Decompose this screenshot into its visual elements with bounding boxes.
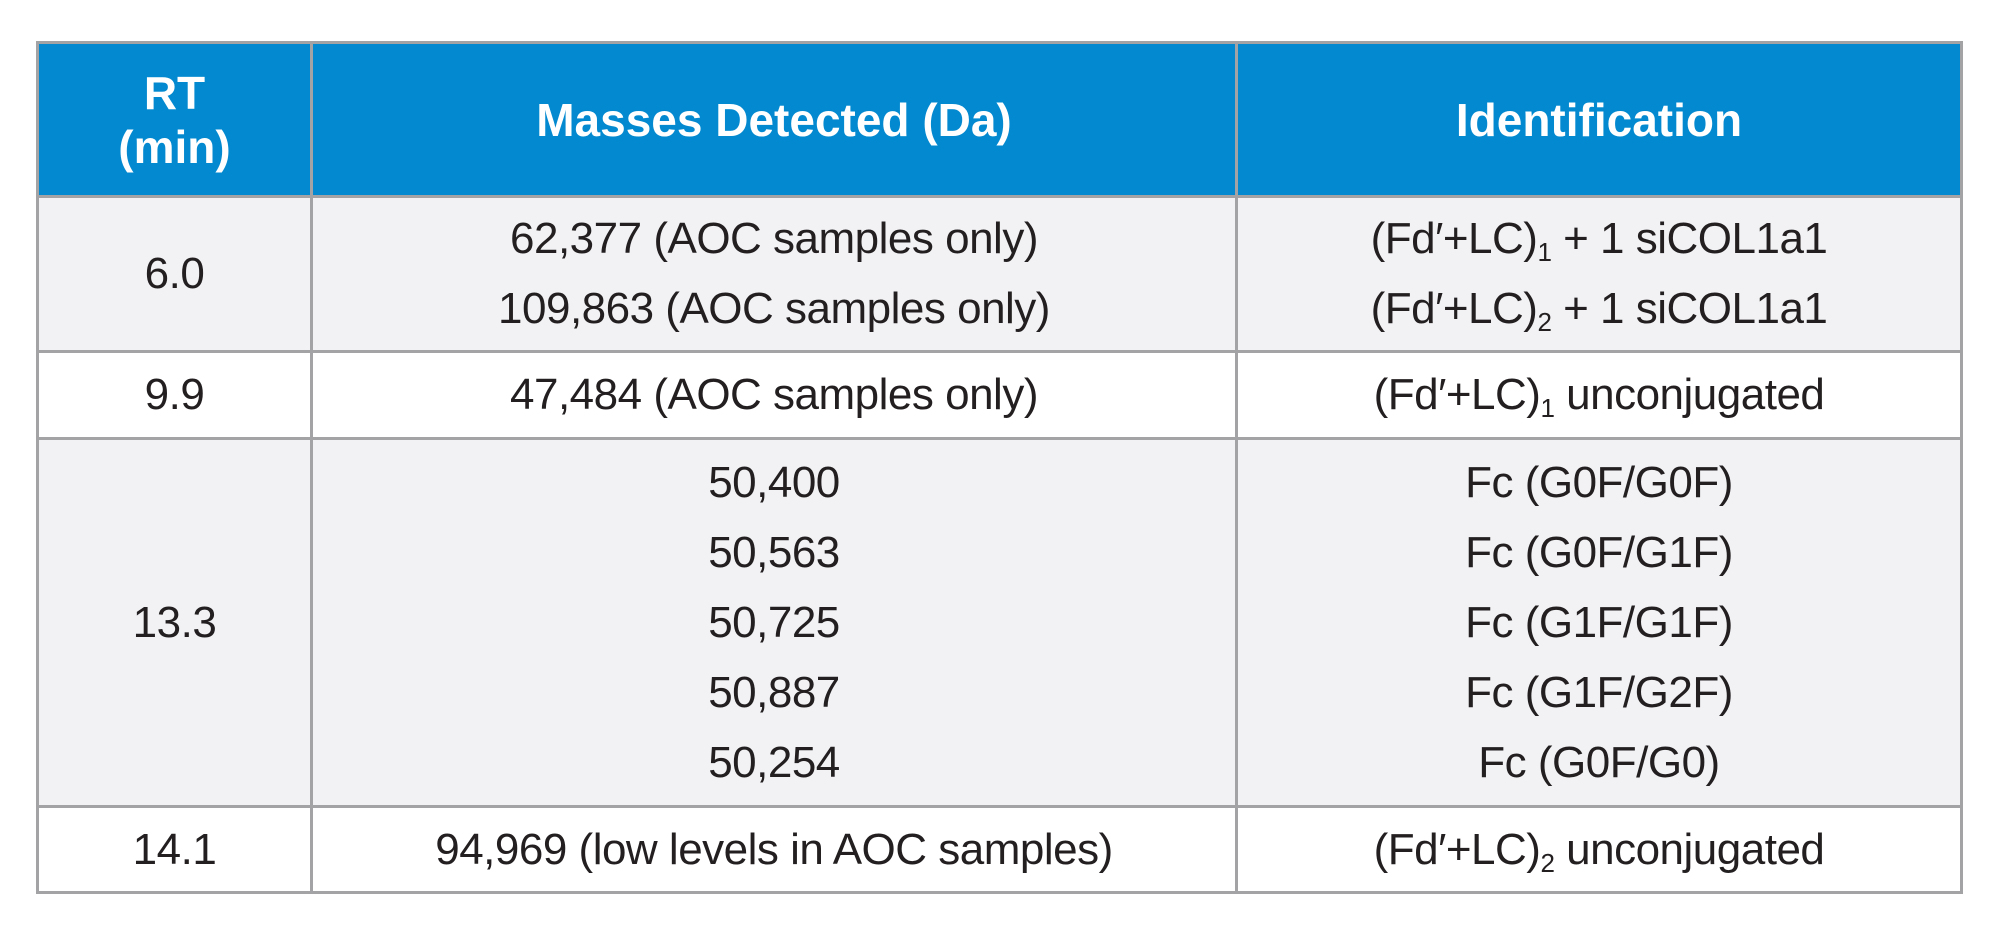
mass-value: 47,484 (AOC samples only): [510, 370, 1038, 419]
mass-results-table: RT (min) Masses Detected (Da) Identifica…: [36, 41, 1963, 894]
rt-cell: 9.9: [36, 350, 313, 440]
identification-value: (Fd′+LC)2 unconjugated: [1373, 824, 1825, 878]
mass-value: 62,377 (AOC samples only): [510, 214, 1038, 263]
identification-cell: (Fd′+LC)2 unconjugated: [1235, 805, 1963, 894]
masses-cell: 47,484 (AOC samples only): [310, 350, 1238, 440]
table-row: 9.9 47,484 (AOC samples only) (Fd′+LC)1 …: [36, 350, 1963, 440]
identification-value: (Fd′+LC)1 unconjugated: [1373, 370, 1825, 423]
masses-cell: 50,400 50,563 50,725 50,887 50,254: [310, 437, 1238, 808]
header-rt: RT (min): [36, 41, 313, 198]
identification-cell: (Fd′+LC)1 unconjugated: [1235, 350, 1963, 440]
identification-value: Fc (G0F/G1F): [1465, 527, 1733, 577]
identification-value: (Fd′+LC)2 + 1 siCOL1a1: [1370, 284, 1828, 337]
header-masses: Masses Detected (Da): [310, 41, 1238, 198]
table-row: 6.0 62,377 (AOC samples only) 109,863 (A…: [36, 195, 1963, 353]
identification-value: Fc (G0F/G0): [1478, 737, 1720, 787]
header-rt-line2: (min): [118, 120, 231, 173]
masses-cell: 94,969 (low levels in AOC samples): [310, 805, 1238, 894]
masses-cell: 62,377 (AOC samples only) 109,863 (AOC s…: [310, 195, 1238, 353]
mass-value: 50,887: [708, 667, 840, 717]
header-identification: Identification: [1235, 41, 1963, 198]
identification-value: Fc (G1F/G2F): [1465, 667, 1733, 717]
mass-value: 109,863 (AOC samples only): [498, 284, 1050, 333]
identification-value: Fc (G0F/G0F): [1465, 457, 1733, 507]
header-row: RT (min) Masses Detected (Da) Identifica…: [36, 41, 1963, 198]
identification-cell: Fc (G0F/G0F) Fc (G0F/G1F) Fc (G1F/G1F) F…: [1235, 437, 1963, 808]
identification-value: (Fd′+LC)1 + 1 siCOL1a1: [1370, 214, 1828, 267]
identification-cell: (Fd′+LC)1 + 1 siCOL1a1 (Fd′+LC)2 + 1 siC…: [1235, 195, 1963, 353]
rt-cell: 13.3: [36, 437, 313, 808]
identification-value: Fc (G1F/G1F): [1465, 597, 1733, 647]
rt-cell: 6.0: [36, 195, 313, 353]
table-row: 13.3 50,400 50,563 50,725 50,887 50,254 …: [36, 437, 1963, 808]
header-rt-line1: RT: [143, 66, 206, 119]
mass-value: 50,254: [708, 737, 840, 787]
mass-value: 50,400: [708, 457, 840, 507]
mass-value: 50,725: [708, 597, 840, 647]
rt-cell: 14.1: [36, 805, 313, 894]
mass-value: 94,969 (low levels in AOC samples): [435, 824, 1113, 874]
table-row: 14.1 94,969 (low levels in AOC samples) …: [36, 805, 1963, 894]
mass-value: 50,563: [708, 527, 840, 577]
